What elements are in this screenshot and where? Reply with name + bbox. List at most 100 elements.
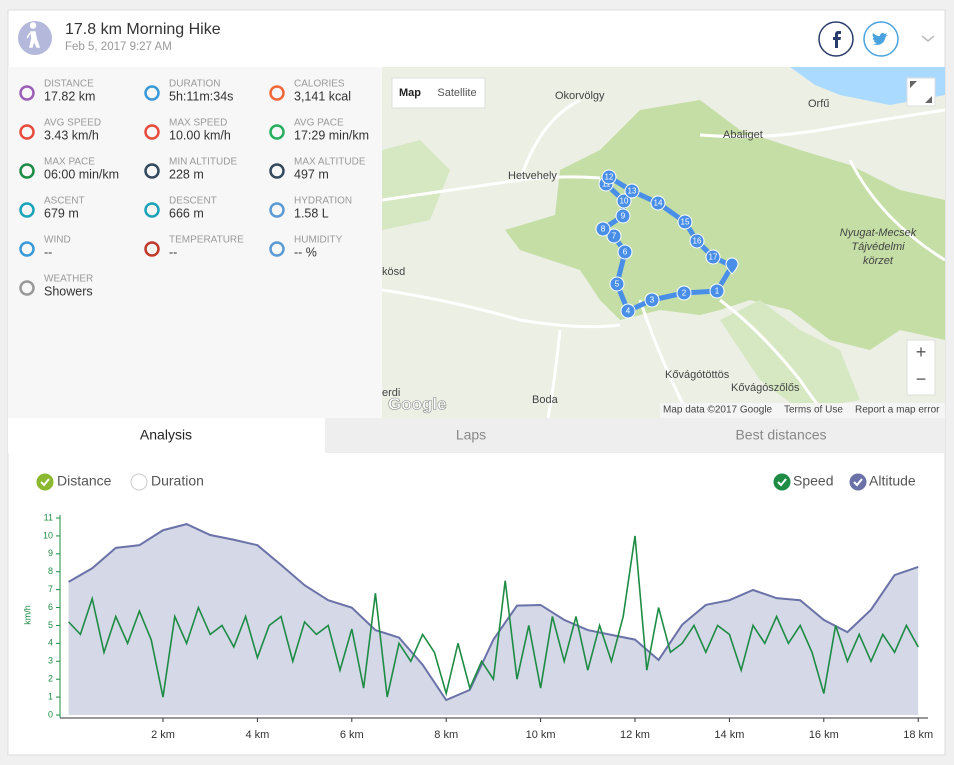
y-tick-label: 7 xyxy=(48,584,53,594)
waypoint xyxy=(609,276,625,292)
place-label: Tájvédelmi xyxy=(851,241,905,253)
place-label: körzet xyxy=(863,255,894,267)
y-tick-label: 2 xyxy=(48,674,53,684)
waypoint-label: 12 xyxy=(605,173,614,182)
place-label: Abaliget xyxy=(723,129,763,141)
stat-label: MAX ALTITUDE xyxy=(294,157,366,168)
stat-label: TEMPERATURE xyxy=(169,235,244,246)
tab[interactable]: Laps xyxy=(456,427,486,443)
waypoint xyxy=(677,214,693,230)
stat-label: DURATION xyxy=(169,79,220,90)
x-tick-label: 4 km xyxy=(245,729,269,741)
waypoint-label: 13 xyxy=(628,187,637,196)
expand-chevron[interactable] xyxy=(921,35,935,42)
stat-icon xyxy=(144,241,160,257)
stat-label: DESCENT xyxy=(169,196,217,207)
waypoint xyxy=(595,221,611,237)
y-axis-title: km/h xyxy=(22,605,32,625)
y-tick-label: 10 xyxy=(43,530,53,540)
place-label: Orfű xyxy=(808,98,829,110)
waypoint xyxy=(676,285,692,301)
waypoint xyxy=(689,233,705,249)
place-label: Hetvehely xyxy=(508,170,557,182)
waypoint-label: 3 xyxy=(650,296,655,305)
zoom-in[interactable]: + xyxy=(916,342,927,362)
stat-value: Showers xyxy=(44,284,93,298)
map-attribution[interactable]: Report a map error xyxy=(855,405,940,416)
zoom-control xyxy=(906,339,936,396)
zoom-out[interactable]: − xyxy=(916,369,927,389)
activity-date: Feb 5, 2017 9:27 AM xyxy=(65,41,172,53)
x-tick-label: 18 km xyxy=(903,729,933,741)
waypoint-label: 15 xyxy=(681,218,690,227)
check-mark xyxy=(40,478,50,487)
stat-label: HUMIDITY xyxy=(294,235,343,246)
waypoint-label: 10 xyxy=(620,197,629,206)
check-mark xyxy=(777,478,787,487)
stat-label: CALORIES xyxy=(294,79,345,90)
map-attribution[interactable]: Terms of Use xyxy=(784,405,843,416)
stat-icon xyxy=(269,85,285,101)
stat-icon xyxy=(19,241,35,257)
stat-icon xyxy=(269,124,285,140)
stat-value: 17:29 min/km xyxy=(294,128,369,142)
toggle-checked[interactable] xyxy=(849,473,867,491)
waypoint-label: 2 xyxy=(682,289,687,298)
y-tick-label: 9 xyxy=(48,548,53,558)
stat-icon xyxy=(144,85,160,101)
legend-entry[interactable]: Speed xyxy=(793,473,833,489)
x-tick-label: 6 km xyxy=(340,729,364,741)
map-type-button[interactable]: Satellite xyxy=(437,87,476,99)
place-label: erdi xyxy=(382,387,400,399)
waypoint-label: 17 xyxy=(709,253,718,262)
place-label: Boda xyxy=(532,394,559,406)
stat-label: ASCENT xyxy=(44,196,85,207)
toggle-checked[interactable] xyxy=(36,473,54,491)
stat-value: 3.43 km/h xyxy=(44,128,99,142)
stat-icon xyxy=(144,202,160,218)
stat-value: 228 m xyxy=(169,167,204,181)
stat-value: 679 m xyxy=(44,206,79,220)
stat-label: DISTANCE xyxy=(44,79,94,90)
x-mode-toggle[interactable]: Distance xyxy=(57,473,112,489)
x-mode-toggle[interactable]: Duration xyxy=(151,473,204,489)
stat-icon xyxy=(19,280,35,296)
altitude-line xyxy=(68,523,919,702)
x-tick-label: 10 km xyxy=(526,729,556,741)
waypoint-label: 16 xyxy=(693,237,702,246)
waypoint-label: 8 xyxy=(601,225,606,234)
tab[interactable]: Best distances xyxy=(735,427,826,443)
x-tick-label: 14 km xyxy=(714,729,744,741)
stat-label: AVG SPEED xyxy=(44,118,101,129)
stat-label: MAX SPEED xyxy=(169,118,227,129)
stats-panel xyxy=(8,67,382,418)
y-tick-label: 3 xyxy=(48,656,53,666)
toggle-checked[interactable] xyxy=(773,473,791,491)
stat-icon xyxy=(269,163,285,179)
waypoint-label: 9 xyxy=(621,212,626,221)
stat-label: MIN ALTITUDE xyxy=(169,157,237,168)
twitter-button[interactable] xyxy=(863,21,899,57)
start-pin xyxy=(725,257,739,275)
stat-label: HYDRATION xyxy=(294,196,352,207)
waypoint xyxy=(650,195,666,211)
waypoint-label: 14 xyxy=(654,199,663,208)
active-tab xyxy=(8,418,325,453)
legend-entry[interactable]: Altitude xyxy=(869,473,916,489)
waypoint xyxy=(705,249,721,265)
facebook-button[interactable] xyxy=(818,21,854,57)
stat-value: 497 m xyxy=(294,167,329,181)
waypoint-label: 6 xyxy=(623,248,628,257)
tab[interactable]: Analysis xyxy=(140,427,192,443)
stat-label: AVG PACE xyxy=(294,118,344,129)
stat-icon xyxy=(269,202,285,218)
waypoint xyxy=(624,183,640,199)
stat-value: 3,141 kcal xyxy=(294,89,351,103)
waypoint xyxy=(709,283,725,299)
map-type-button[interactable]: Map xyxy=(399,87,421,99)
stat-icon xyxy=(19,124,35,140)
waypoint xyxy=(644,292,660,308)
check-mark xyxy=(853,478,863,487)
toggle-unchecked[interactable] xyxy=(130,473,148,491)
